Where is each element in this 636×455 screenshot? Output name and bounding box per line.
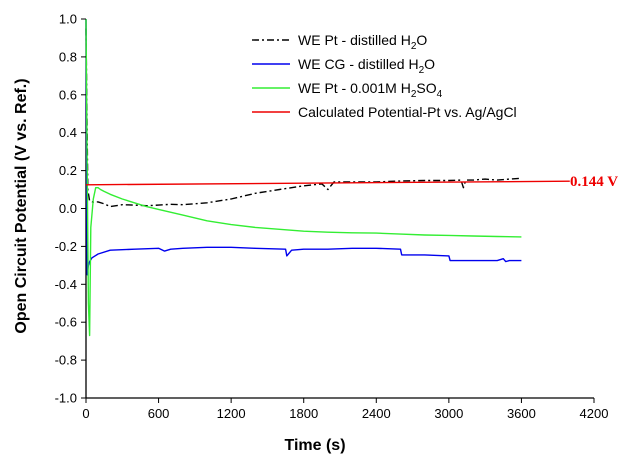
- y-tick-label: -0.4: [55, 277, 77, 292]
- y-tick-label: 0.6: [59, 87, 77, 102]
- legend-label-2: WE CG - distilled H2O: [298, 56, 435, 76]
- x-tick-label: 600: [148, 406, 170, 421]
- y-tick-label: -1.0: [55, 391, 77, 406]
- y-tick-label: -0.2: [55, 239, 77, 254]
- series-line-3: [85, 18, 522, 337]
- x-tick-label: 3600: [507, 406, 536, 421]
- x-axis-label: Time (s): [284, 437, 345, 454]
- y-tick-label: 0.2: [59, 163, 77, 178]
- y-tick-label: 0.0: [59, 201, 77, 216]
- x-tick-label: 1800: [289, 406, 318, 421]
- y-tick-label: 0.4: [59, 125, 77, 140]
- y-tick-label: -0.8: [55, 353, 77, 368]
- x-tick-label: 0: [82, 406, 89, 421]
- y-tick-label: -0.6: [55, 315, 77, 330]
- legend-label-1: WE Pt - distilled H2O: [298, 32, 427, 52]
- y-tick-label: 0.8: [59, 49, 77, 64]
- y-axis-label: Open Circuit Potential (V vs. Ref.): [13, 78, 30, 333]
- x-tick-label: 4200: [580, 406, 609, 421]
- annotation-label: 0.144 V: [570, 174, 618, 190]
- series-layer: [85, 18, 570, 337]
- x-tick-label: 1200: [217, 406, 246, 421]
- y-axis-ticks: -1.0 -0.8 -0.6 -0.4 -0.2 0.0 0.2 0.4 0.6 0.8 1.0: [55, 12, 86, 406]
- legend: WE Pt - distilled H2O WE CG - distilled H…: [252, 32, 517, 120]
- x-tick-label: 3000: [434, 406, 463, 421]
- x-axis-ticks: 0 600 1200 1800 2400 3000 3600 4200: [82, 398, 608, 421]
- legend-label-3: WE Pt - 0.001M H2SO4: [298, 80, 443, 100]
- legend-label-4: Calculated Potential-Pt vs. Ag/AgCl: [298, 104, 517, 120]
- series-line-2: [85, 18, 522, 276]
- series-line-4: [85, 180, 570, 186]
- y-tick-label: 1.0: [59, 12, 77, 27]
- x-tick-label: 2400: [362, 406, 391, 421]
- plot-frame: [85, 19, 594, 399]
